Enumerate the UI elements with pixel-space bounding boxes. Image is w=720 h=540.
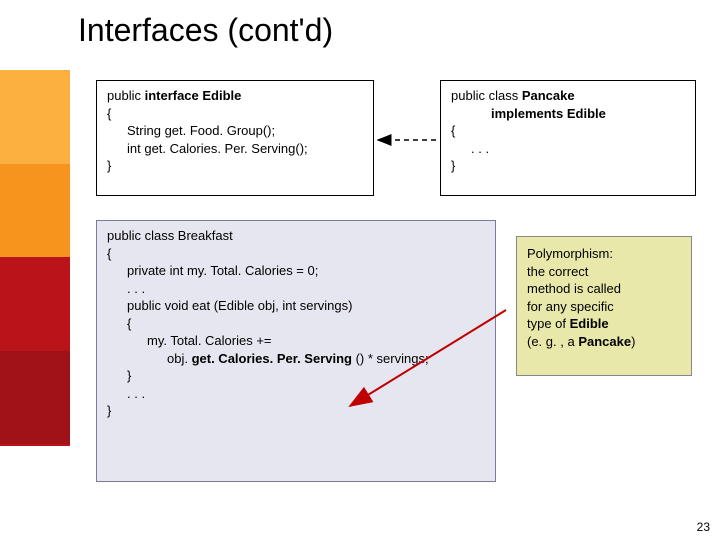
sidebar-seg (0, 257, 70, 351)
code-line: public void eat (Edible obj, int serving… (107, 297, 485, 315)
callout-text: ) (631, 334, 635, 349)
code-text: public class (451, 88, 522, 103)
code-line: } (107, 367, 485, 385)
callout-line: method is called (527, 280, 681, 298)
code-line: } (107, 402, 485, 420)
callout-keyword: Pancake (578, 334, 631, 349)
page-number: 23 (697, 520, 710, 534)
callout-keyword: Edible (570, 316, 609, 331)
code-line: public interface Edible (107, 87, 363, 105)
code-line: { (107, 105, 363, 123)
code-keyword: interface Edible (145, 88, 242, 103)
sidebar-seg (0, 351, 70, 445)
slide-title: Interfaces (cont'd) (78, 12, 333, 49)
code-keyword: implements Edible (491, 106, 606, 121)
code-line: public class Breakfast (107, 227, 485, 245)
sidebar-seg (0, 70, 70, 164)
code-line: . . . (107, 280, 485, 298)
callout-box: Polymorphism: the correct method is call… (516, 236, 692, 376)
code-text: public (107, 88, 145, 103)
code-line: private int my. Total. Calories = 0; (107, 262, 485, 280)
code-line: public class Pancake (451, 87, 685, 105)
code-box-breakfast: public class Breakfast { private int my.… (96, 220, 496, 482)
callout-line: the correct (527, 263, 681, 281)
code-line: my. Total. Calories += (107, 332, 485, 350)
code-line: implements Edible (451, 105, 685, 123)
callout-line: for any specific (527, 298, 681, 316)
code-text: obj. (167, 351, 192, 366)
code-text: () * servings; (352, 351, 429, 366)
code-keyword: Pancake (522, 88, 575, 103)
code-line: { (107, 315, 485, 333)
code-line: { (107, 245, 485, 263)
callout-line: Polymorphism: (527, 245, 681, 263)
sidebar-seg (0, 164, 70, 258)
sidebar-seg (0, 444, 70, 540)
callout-line: type of Edible (527, 315, 681, 333)
code-box-edible: public interface Edible { String get. Fo… (96, 80, 374, 196)
code-line: . . . (451, 140, 685, 158)
code-line: } (451, 157, 685, 175)
code-line: int get. Calories. Per. Serving(); (107, 140, 363, 158)
code-keyword: get. Calories. Per. Serving (192, 351, 352, 366)
code-line: { (451, 122, 685, 140)
decorative-sidebar (0, 70, 70, 540)
code-line: . . . (107, 385, 485, 403)
callout-text: (e. g. , a (527, 334, 578, 349)
callout-text: type of (527, 316, 570, 331)
code-line: String get. Food. Group(); (107, 122, 363, 140)
code-line: } (107, 157, 363, 175)
callout-line: (e. g. , a Pancake) (527, 333, 681, 351)
code-line: obj. get. Calories. Per. Serving () * se… (107, 350, 485, 368)
code-box-pancake: public class Pancake implements Edible {… (440, 80, 696, 196)
